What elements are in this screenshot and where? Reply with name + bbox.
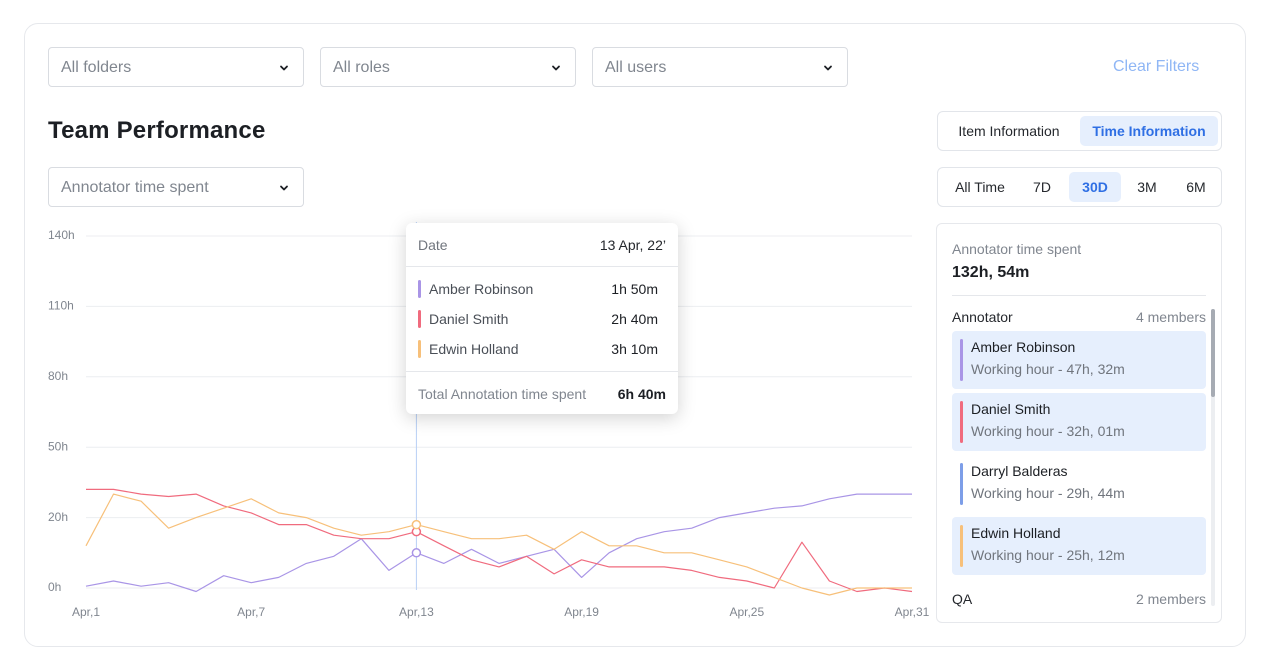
tab-item-information[interactable]: Item Information — [958, 123, 1060, 139]
metric-select-value: Annotator time spent — [61, 179, 209, 196]
folders-select[interactable]: All folders — [48, 47, 304, 87]
group-header-qa: QA 2 members — [952, 591, 1206, 609]
range-tab-30d[interactable]: 30D — [1069, 172, 1121, 202]
member-card[interactable]: Amber Robinson Working hour - 47h, 32m — [952, 331, 1206, 389]
tooltip-row: Daniel Smith 2h 40m — [418, 309, 658, 329]
member-list-scroll-track[interactable] — [1211, 309, 1215, 606]
member-card[interactable]: Edwin Holland Working hour - 25h, 12m — [952, 517, 1206, 575]
member-card[interactable]: Daniel Smith Working hour - 32h, 01m — [952, 393, 1206, 451]
users-select-value: All users — [605, 59, 667, 76]
page-title: Team Performance — [48, 117, 266, 144]
tooltip-row: Amber Robinson 1h 50m — [418, 279, 658, 299]
member-working-hours: Working hour - 25h, 12m — [971, 547, 1125, 563]
folders-select-value: All folders — [61, 59, 132, 76]
y-axis-tick-label: 0h — [48, 580, 61, 594]
x-axis-tick-label: Apr,7 — [237, 605, 265, 619]
info-tab-group: Item Information Time Information — [937, 111, 1222, 151]
member-name: Daniel Smith — [971, 401, 1051, 417]
chart-series — [85, 488, 913, 596]
y-axis-tick-label: 140h — [48, 228, 75, 242]
chevron-down-icon — [552, 65, 560, 71]
member-card[interactable]: Darryl Balderas Working hour - 29h, 44m — [952, 455, 1206, 513]
member-name: Amber Robinson — [971, 339, 1076, 355]
y-axis-tick-label: 20h — [48, 510, 68, 524]
tooltip-divider — [406, 266, 678, 267]
y-axis-tick-label: 80h — [48, 369, 68, 383]
tooltip-series-swatch — [418, 310, 421, 328]
member-color-swatch — [960, 463, 963, 505]
chart-markers — [411, 519, 422, 558]
tab-time-information[interactable]: Time Information — [1080, 116, 1218, 146]
tooltip-series-swatch — [418, 280, 421, 298]
member-color-swatch — [960, 525, 963, 567]
series-line-amber-robinson — [85, 493, 912, 593]
summary-label: Annotator time spent — [952, 241, 1082, 257]
group-name: Annotator — [952, 309, 1013, 325]
roles-select[interactable]: All roles — [320, 47, 576, 87]
group-header-annotator: Annotator 4 members — [952, 309, 1206, 327]
group-count: 2 members — [1135, 591, 1206, 607]
x-axis-tick-label: Apr,25 — [729, 605, 764, 619]
y-axis-tick-label: 110h — [48, 299, 74, 313]
chevron-down-icon — [280, 185, 288, 191]
member-working-hours: Working hour - 29h, 44m — [971, 485, 1125, 501]
tooltip-series-value: 3h 10m — [611, 341, 658, 357]
summary-divider — [952, 295, 1206, 296]
tooltip-date-value: 13 Apr, 22’ — [599, 237, 666, 253]
member-name: Edwin Holland — [971, 525, 1061, 541]
member-name: Darryl Balderas — [971, 463, 1068, 479]
chevron-down-icon — [824, 65, 832, 71]
tooltip-series-swatch — [418, 340, 421, 358]
tooltip-series-name: Amber Robinson — [429, 281, 534, 297]
tooltip-total-label: Total Annotation time spent — [418, 386, 587, 402]
tooltip-series-name: Daniel Smith — [429, 311, 509, 327]
x-axis-tick-label: Apr,19 — [564, 605, 599, 619]
tooltip-series-value: 1h 50m — [611, 281, 658, 297]
chart-tooltip: Date 13 Apr, 22’ Amber Robinson 1h 50m D… — [406, 223, 678, 414]
data-point-marker — [411, 519, 422, 530]
summary-panel: Annotator time spent 132h, 54m Annotator… — [936, 223, 1222, 623]
range-tab-group: All Time 7D 30D 3M 6M — [937, 167, 1222, 207]
chevron-down-icon — [280, 65, 288, 71]
range-tab-all-time[interactable]: All Time — [955, 179, 1005, 195]
y-axis-tick-label: 50h — [48, 439, 68, 453]
range-tab-6m[interactable]: 6M — [1186, 179, 1206, 195]
tooltip-series-name: Edwin Holland — [429, 341, 519, 357]
tooltip-date-label: Date — [418, 237, 448, 253]
metric-select[interactable]: Annotator time spent — [48, 167, 304, 207]
users-select[interactable]: All users — [592, 47, 848, 87]
member-working-hours: Working hour - 32h, 01m — [971, 423, 1125, 439]
range-tab-3m[interactable]: 3M — [1137, 179, 1157, 195]
data-point-marker — [411, 548, 422, 558]
member-color-swatch — [960, 401, 963, 443]
range-tab-7d[interactable]: 7D — [1033, 179, 1051, 195]
tooltip-divider — [406, 371, 678, 372]
roles-select-value: All roles — [333, 59, 390, 76]
member-working-hours: Working hour - 47h, 32m — [971, 361, 1125, 377]
series-line-daniel-smith — [86, 488, 913, 593]
x-axis-tick-label: Apr,13 — [399, 605, 434, 619]
x-axis-tick-label: Apr,1 — [72, 605, 100, 619]
group-name: QA — [952, 591, 973, 607]
member-list-scrollbar[interactable] — [1211, 309, 1215, 397]
summary-total: 132h, 54m — [952, 264, 1030, 281]
tooltip-row: Edwin Holland 3h 10m — [418, 339, 658, 359]
tooltip-total-value: 6h 40m — [617, 386, 666, 402]
tooltip-series-value: 2h 40m — [611, 311, 658, 327]
x-axis-tick-label: Apr,31 — [895, 605, 930, 619]
clear-filters-button[interactable]: Clear Filters — [1113, 58, 1200, 75]
series-line-edwin-holland — [85, 493, 912, 596]
member-color-swatch — [960, 339, 963, 381]
group-count: 4 members — [1135, 309, 1206, 325]
